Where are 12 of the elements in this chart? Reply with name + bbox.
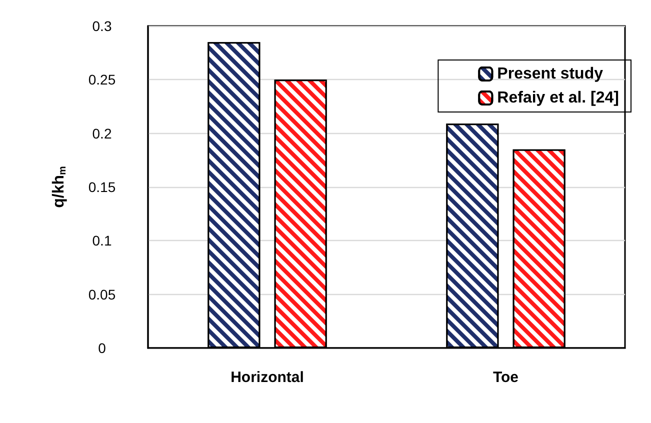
legend-label: Refaiy et al. [24]: [497, 90, 619, 106]
legend-label: Present study: [497, 66, 604, 82]
x-tick-label: Toe: [492, 369, 519, 386]
y-tick-label: 0: [98, 340, 106, 356]
y-tick-label: 0.25: [88, 72, 116, 88]
y-tick-label: 0.05: [88, 286, 116, 302]
y-tick-label: 0.3: [92, 18, 112, 34]
x-tick-label: Horizontal: [230, 369, 304, 386]
y-axis-title: q/khm: [50, 166, 68, 208]
y-tick-label: 0.2: [92, 125, 112, 142]
y-tick-label: 0.1: [92, 232, 112, 249]
y-tick-label: 0.15: [88, 179, 116, 195]
